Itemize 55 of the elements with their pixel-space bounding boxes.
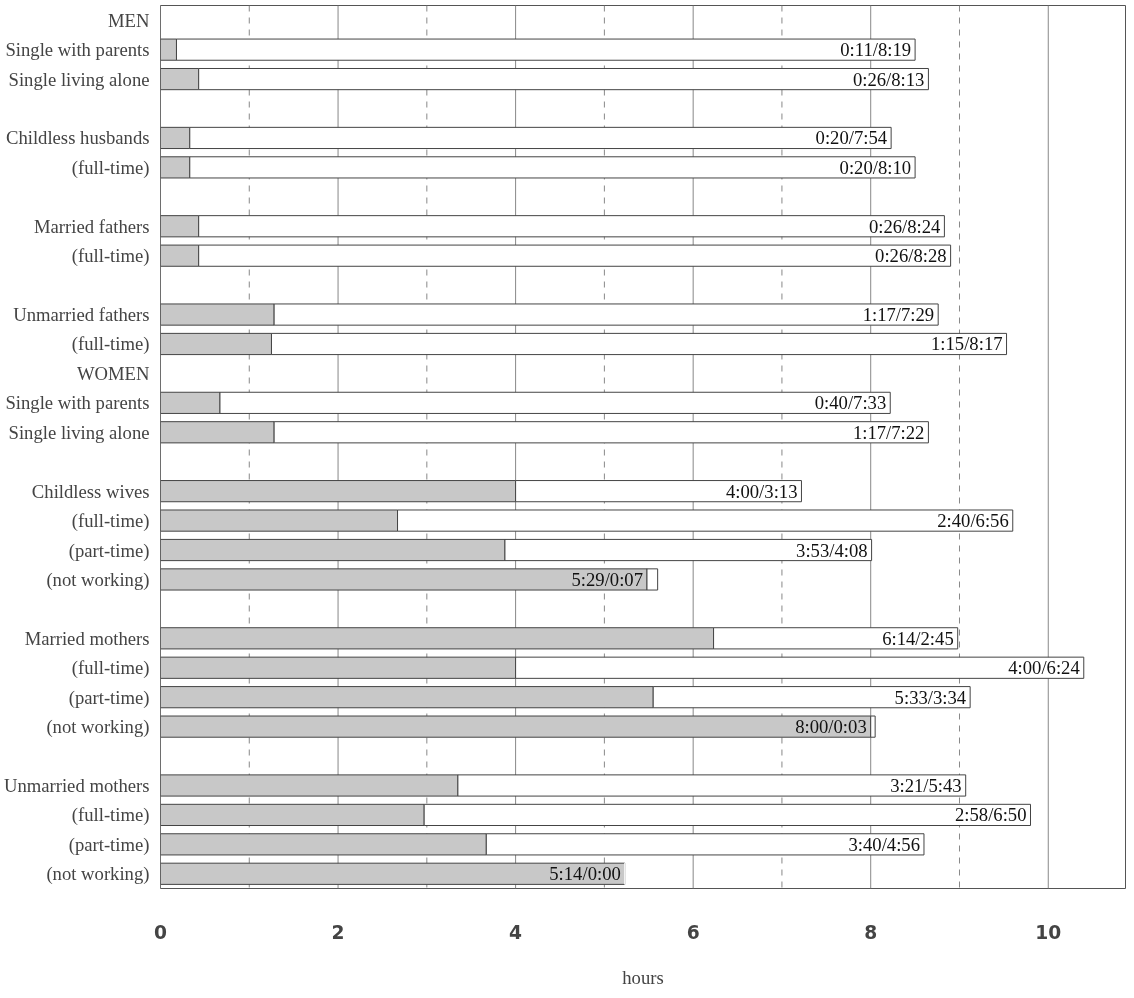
data-label: 3:53/4:08 bbox=[796, 539, 868, 561]
data-label: 0:26/8:24 bbox=[868, 215, 942, 237]
y-tick-label: (part-time) bbox=[68, 833, 150, 856]
y-tick-label: (full-time) bbox=[71, 156, 150, 179]
data-label: 5:14/0:00 bbox=[549, 863, 621, 885]
data-label: 1:17/7:22 bbox=[852, 421, 925, 443]
bar bbox=[160, 862, 626, 885]
data-label: 6:14/2:45 bbox=[882, 627, 954, 649]
data-label: 8:00/0:03 bbox=[795, 716, 867, 738]
data-label: 2:40/6:56 bbox=[937, 510, 1009, 532]
y-tick-label: Single with parents bbox=[5, 392, 150, 414]
y-tick-label: Childless wives bbox=[31, 480, 150, 502]
y-tick-label: Married mothers bbox=[24, 627, 150, 649]
y-tick-label: (part-time) bbox=[68, 539, 150, 562]
y-tick-label: (full-time) bbox=[71, 657, 150, 680]
data-label: 4:00/6:24 bbox=[1008, 657, 1081, 679]
y-tick-label: (part-time) bbox=[68, 686, 150, 709]
y-tick-label: (full-time) bbox=[71, 510, 150, 533]
y-tick-label: Childless husbands bbox=[5, 127, 150, 149]
y-tick-label: Unmarried fathers bbox=[13, 304, 150, 326]
y-tick-label: Single living alone bbox=[8, 421, 150, 443]
data-label: 0:11/8:19 bbox=[840, 39, 912, 61]
x-tick-label: 4 bbox=[509, 921, 523, 943]
y-tick-label: (full-time) bbox=[71, 333, 150, 356]
y-tick-label: Unmarried mothers bbox=[3, 774, 150, 796]
x-tick-label: 8 bbox=[864, 921, 878, 943]
x-tick-label: 2 bbox=[331, 921, 345, 943]
data-label: 5:33/3:34 bbox=[894, 686, 967, 708]
data-label: 0:26/8:28 bbox=[875, 245, 947, 267]
y-tick-label: (not working) bbox=[46, 863, 150, 886]
x-axis-title: hours bbox=[622, 966, 664, 988]
data-label: 0:26/8:13 bbox=[852, 68, 925, 90]
data-label: 3:21/5:43 bbox=[890, 774, 962, 796]
x-tick-label: 6 bbox=[686, 921, 700, 943]
data-label: 4:00/3:13 bbox=[725, 480, 798, 502]
data-label: 1:17/7:29 bbox=[862, 304, 935, 326]
y-tick-label: WOMEN bbox=[76, 362, 151, 384]
data-label: 0:20/7:54 bbox=[815, 127, 888, 149]
data-label: 0:20/8:10 bbox=[839, 156, 912, 178]
data-label: 1:15/8:17 bbox=[931, 333, 1003, 355]
y-tick-label: Single with parents bbox=[5, 39, 150, 61]
y-tick-label: MEN bbox=[108, 9, 151, 31]
data-label: 3:40/4:56 bbox=[848, 833, 920, 855]
data-label: 2:58/6:50 bbox=[954, 804, 1027, 826]
bar bbox=[160, 715, 872, 738]
y-tick-label: Married fathers bbox=[33, 215, 150, 237]
y-tick-label: (full-time) bbox=[71, 804, 150, 827]
y-tick-label: Single living alone bbox=[8, 68, 150, 90]
x-tick-label: 10 bbox=[1035, 921, 1062, 943]
y-tick-label: (full-time) bbox=[71, 245, 150, 268]
data-label: 5:29/0:07 bbox=[571, 568, 644, 590]
y-tick-label: (not working) bbox=[46, 568, 150, 591]
y-tick-label: (not working) bbox=[46, 716, 150, 739]
data-label: 0:40/7:33 bbox=[814, 392, 887, 414]
x-tick-label: 0 bbox=[154, 921, 168, 943]
